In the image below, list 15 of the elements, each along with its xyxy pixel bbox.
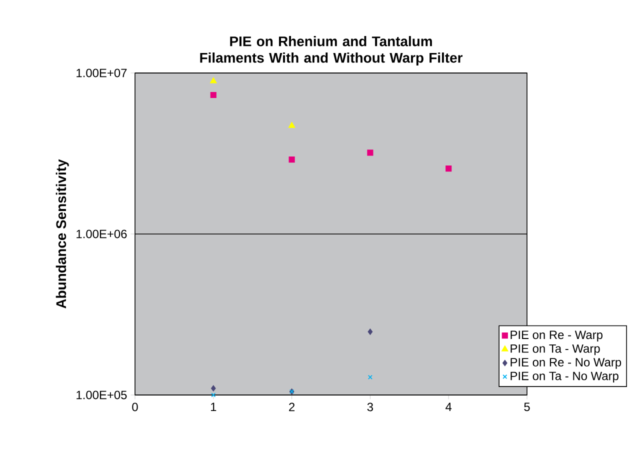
- chart-title: PIE on Rhenium and Tantalum Filaments With and Without Warp Filter: [200, 36, 463, 66]
- x-tick-label: 0: [132, 402, 138, 412]
- legend-label: PIE on Re - Warp: [510, 330, 602, 342]
- legend-label: PIE on Ta - Warp: [510, 344, 600, 356]
- x-tick-label: 1: [210, 402, 216, 411]
- x-tick-label: 4: [446, 402, 452, 411]
- x-tick-label: 3: [367, 402, 373, 412]
- y-tick-label: 1.00E+05: [76, 390, 127, 400]
- legend-label: PIE on Re - No Warp: [510, 358, 622, 369]
- y-axis-title: Abundance Sensitivity: [56, 159, 69, 308]
- y-tick-label: 1.00E+07: [76, 68, 127, 78]
- x-tick-label: 2: [289, 402, 295, 412]
- legend-label: PIE on Ta - No Warp: [510, 372, 618, 383]
- y-tick-label: 1.00E+06: [76, 230, 127, 238]
- x-tick-label: 5: [524, 402, 530, 412]
